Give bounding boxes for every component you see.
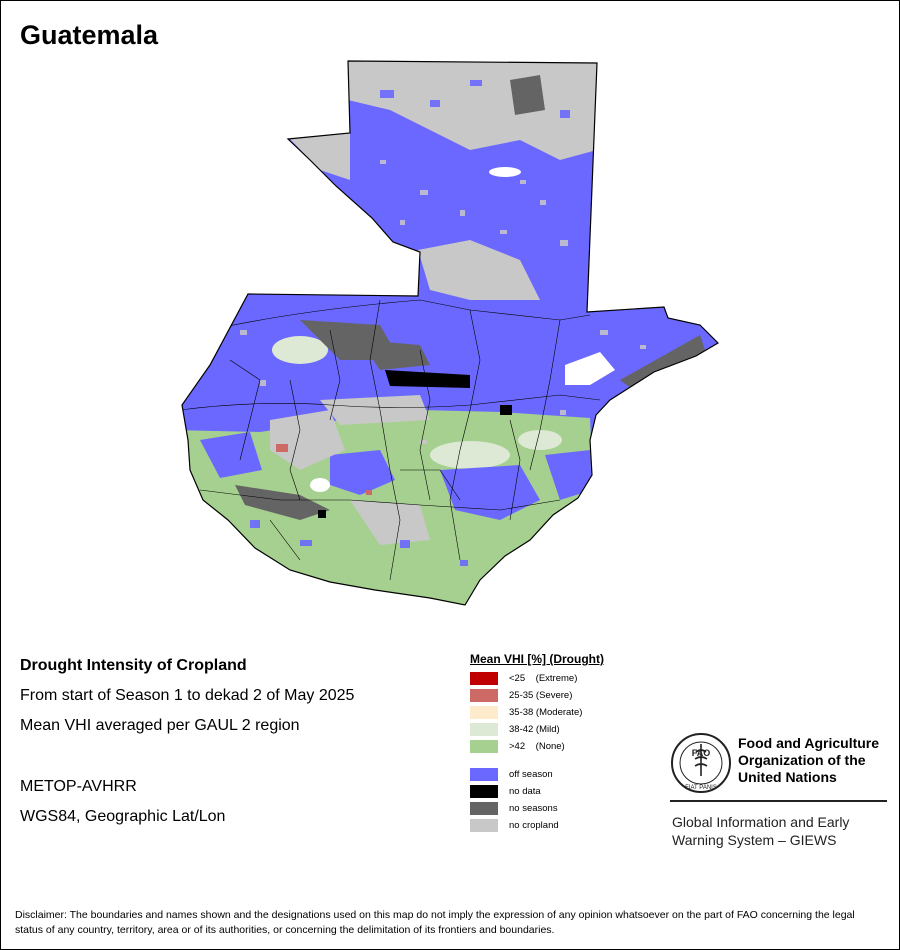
- fao-logo-icon: FAO FIAT PANIS: [671, 733, 731, 793]
- giews-name: Global Information and Early Warning Sys…: [672, 813, 849, 849]
- legend-label: no data: [509, 786, 541, 797]
- organization-name: Food and Agriculture Organization of the…: [738, 735, 879, 786]
- legend-item-no-cropland: no cropland: [470, 819, 559, 832]
- country-map: [181, 60, 719, 606]
- legend-item-off-season: off season: [470, 768, 553, 781]
- legend-label: no cropland: [509, 820, 559, 831]
- giews-line: Global Information and Early: [672, 814, 850, 830]
- legend-item-extreme: <25 (Extreme): [470, 672, 577, 685]
- legend-label: no seasons: [509, 803, 558, 814]
- legend-swatch: [470, 768, 498, 781]
- legend-swatch: [470, 723, 498, 736]
- legend-title: Mean VHI [%] (Drought): [470, 652, 604, 666]
- legend-item-mild: 38-42 (Mild): [470, 723, 560, 736]
- organization-name-line: United Nations: [738, 769, 837, 785]
- legend-label: 38-42 (Mild): [509, 724, 560, 735]
- giews-line: Warning System – GIEWS: [672, 832, 837, 848]
- info-period: From start of Season 1 to dekad 2 of May…: [20, 687, 355, 704]
- legend-swatch: [470, 785, 498, 798]
- legend-swatch: [470, 819, 498, 832]
- legend-item-moderate: 35-38 (Moderate): [470, 706, 582, 719]
- disclaimer: Disclaimer: The boundaries and names sho…: [15, 909, 855, 936]
- vhi-raster: [182, 61, 718, 605]
- country-outline: [181, 60, 719, 606]
- divider: [670, 800, 887, 802]
- organization-name-line: Food and Agriculture: [738, 735, 880, 751]
- legend-label: off season: [509, 769, 553, 780]
- legend-item-no-data: no data: [470, 785, 541, 798]
- info-projection: WGS84, Geographic Lat/Lon: [20, 808, 226, 825]
- legend-label: <25 (Extreme): [509, 673, 578, 684]
- legend-item-none: >42 (None): [470, 740, 565, 753]
- fao-logo-text: FAO: [692, 748, 711, 758]
- legend-swatch: [470, 706, 498, 719]
- legend-swatch: [470, 740, 498, 753]
- legend-item-no-seasons: no seasons: [470, 802, 558, 815]
- legend-label: >42 (None): [509, 741, 565, 752]
- legend-item-severe: 25-35 (Severe): [470, 689, 572, 702]
- legend-swatch: [470, 672, 498, 685]
- info-title: Drought Intensity of Cropland: [20, 657, 247, 674]
- info-sensor: METOP-AVHRR: [20, 778, 137, 795]
- map-title: Guatemala: [20, 20, 159, 50]
- info-method: Mean VHI averaged per GAUL 2 region: [20, 717, 300, 734]
- legend-label: 25-35 (Severe): [509, 690, 573, 701]
- admin-boundaries: [182, 299, 601, 581]
- fao-logo-motto: FIAT PANIS: [685, 785, 717, 791]
- organization-name-line: Organization of the: [738, 752, 866, 768]
- legend-swatch: [470, 802, 498, 815]
- legend-label: 35-38 (Moderate): [509, 707, 583, 718]
- legend-swatch: [470, 689, 498, 702]
